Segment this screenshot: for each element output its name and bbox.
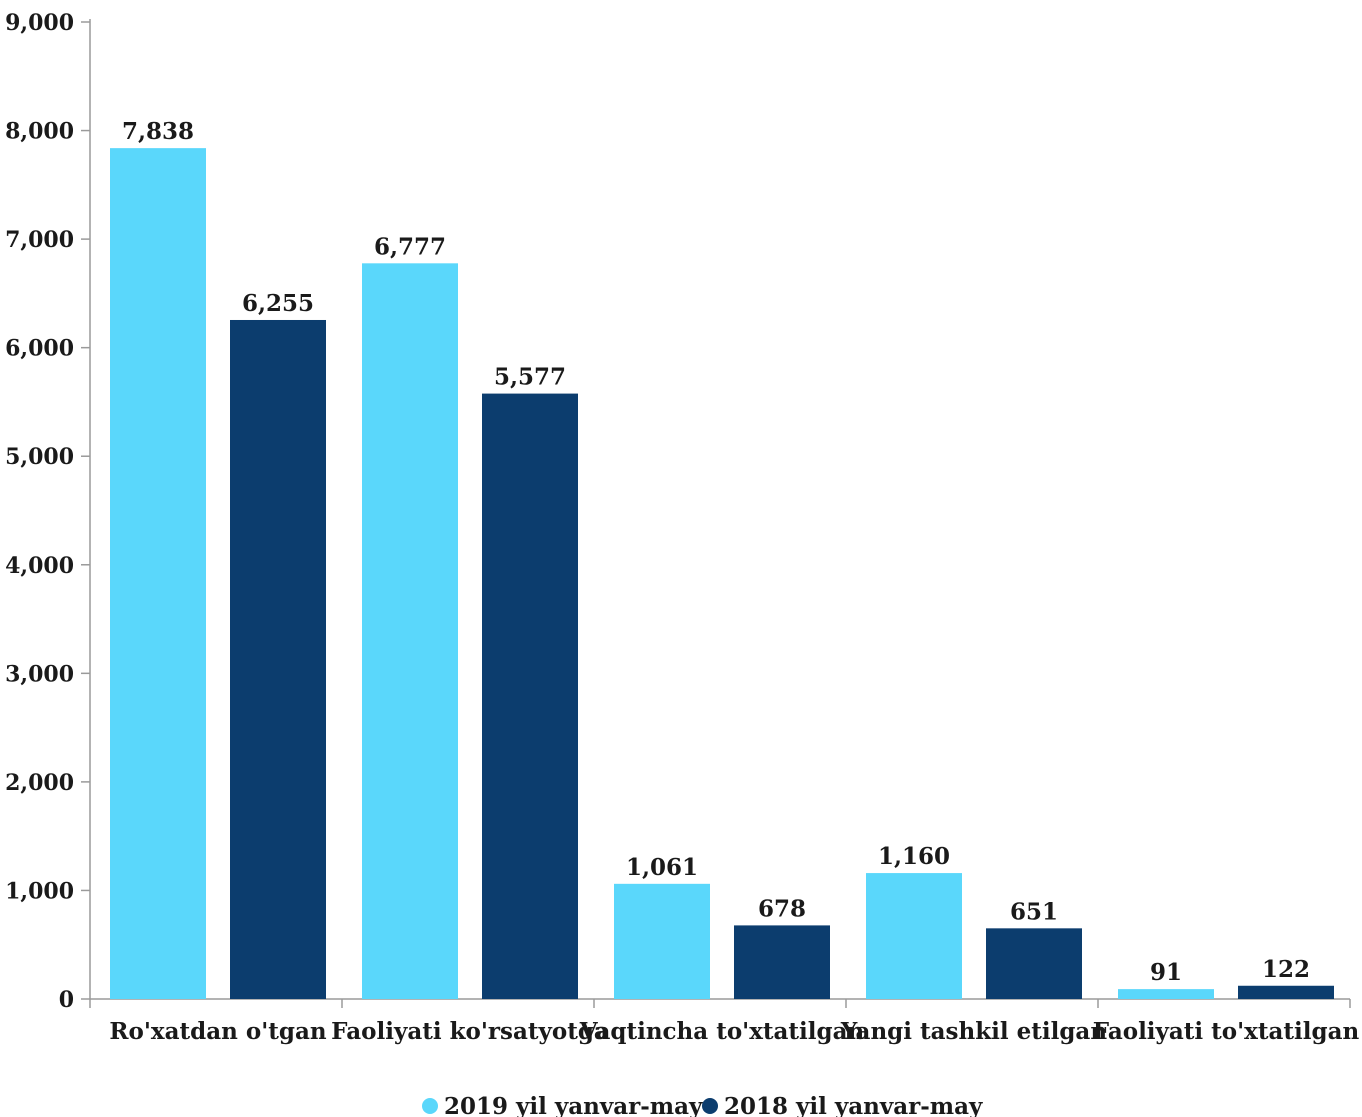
- bar: [1238, 985, 1334, 999]
- x-axis: Ro'xatdan o'tgan Faoliyati ko'rsatyotgaVa…: [89, 998, 1360, 1045]
- data-label: 651: [1010, 898, 1058, 925]
- data-label: 91: [1150, 959, 1182, 986]
- bar: [734, 925, 830, 999]
- x-tick-label: Vaqtincha to'xtatilgan: [579, 1018, 865, 1045]
- y-tick-label: 2,000: [5, 770, 74, 796]
- bar: [1118, 989, 1214, 999]
- x-tick-label: Faoliyati ko'rsatyotga: [331, 1018, 609, 1045]
- x-tick-label: Yangi tashkil etilgan: [840, 1018, 1107, 1045]
- bar: [482, 393, 578, 999]
- bar: [866, 873, 962, 999]
- data-label: 1,061: [626, 854, 698, 881]
- data-label: 1,160: [878, 843, 950, 870]
- y-tick-label: 3,000: [5, 661, 74, 687]
- data-label: 678: [758, 895, 806, 922]
- y-tick-label: 0: [59, 987, 74, 1013]
- bar: [986, 928, 1082, 999]
- data-label: 6,255: [242, 290, 314, 317]
- x-tick-label: Ro'xatdan o'tgan: [109, 1018, 326, 1045]
- legend-marker: [422, 1098, 438, 1114]
- bar: [614, 883, 710, 999]
- y-tick-label: 5,000: [5, 444, 74, 470]
- y-tick-label: 4,000: [5, 553, 74, 579]
- bar: [362, 263, 458, 1000]
- x-tick-label: Faoliyati to'xtatilgan: [1093, 1018, 1360, 1045]
- y-tick-label: 8,000: [5, 119, 74, 145]
- legend-label: 2018 yil yanvar-may: [724, 1093, 983, 1117]
- y-tick-label: 9,000: [5, 10, 74, 36]
- y-tick-label: 6,000: [5, 336, 74, 362]
- y-tick-label: 7,000: [5, 227, 74, 253]
- data-label: 5,577: [494, 364, 566, 391]
- data-labels: 7,838 6,777 1,061 1,160 91 6,255 5,577 678 651 12…: [122, 118, 1310, 986]
- data-label: 7,838: [122, 118, 194, 145]
- legend-label: 2019 yil yanvar-may: [444, 1093, 703, 1117]
- legend-item: 2018 yil yanvar-may: [702, 1093, 983, 1117]
- data-label: 122: [1262, 956, 1310, 983]
- legend: 2019 yil yanvar-may 2018 yil yanvar-may: [422, 1093, 983, 1117]
- bar: [110, 148, 206, 1000]
- bar: [230, 319, 326, 999]
- y-tick-label: 1,000: [5, 878, 74, 904]
- bars: [110, 148, 1334, 1000]
- legend-item: 2019 yil yanvar-may: [422, 1093, 703, 1117]
- y-axis: 0 1,000 2,000 3,000 4,000 5,000 6,000 7,000 8,00…: [5, 10, 91, 1013]
- data-label: 6,777: [374, 233, 446, 260]
- legend-marker: [702, 1098, 718, 1114]
